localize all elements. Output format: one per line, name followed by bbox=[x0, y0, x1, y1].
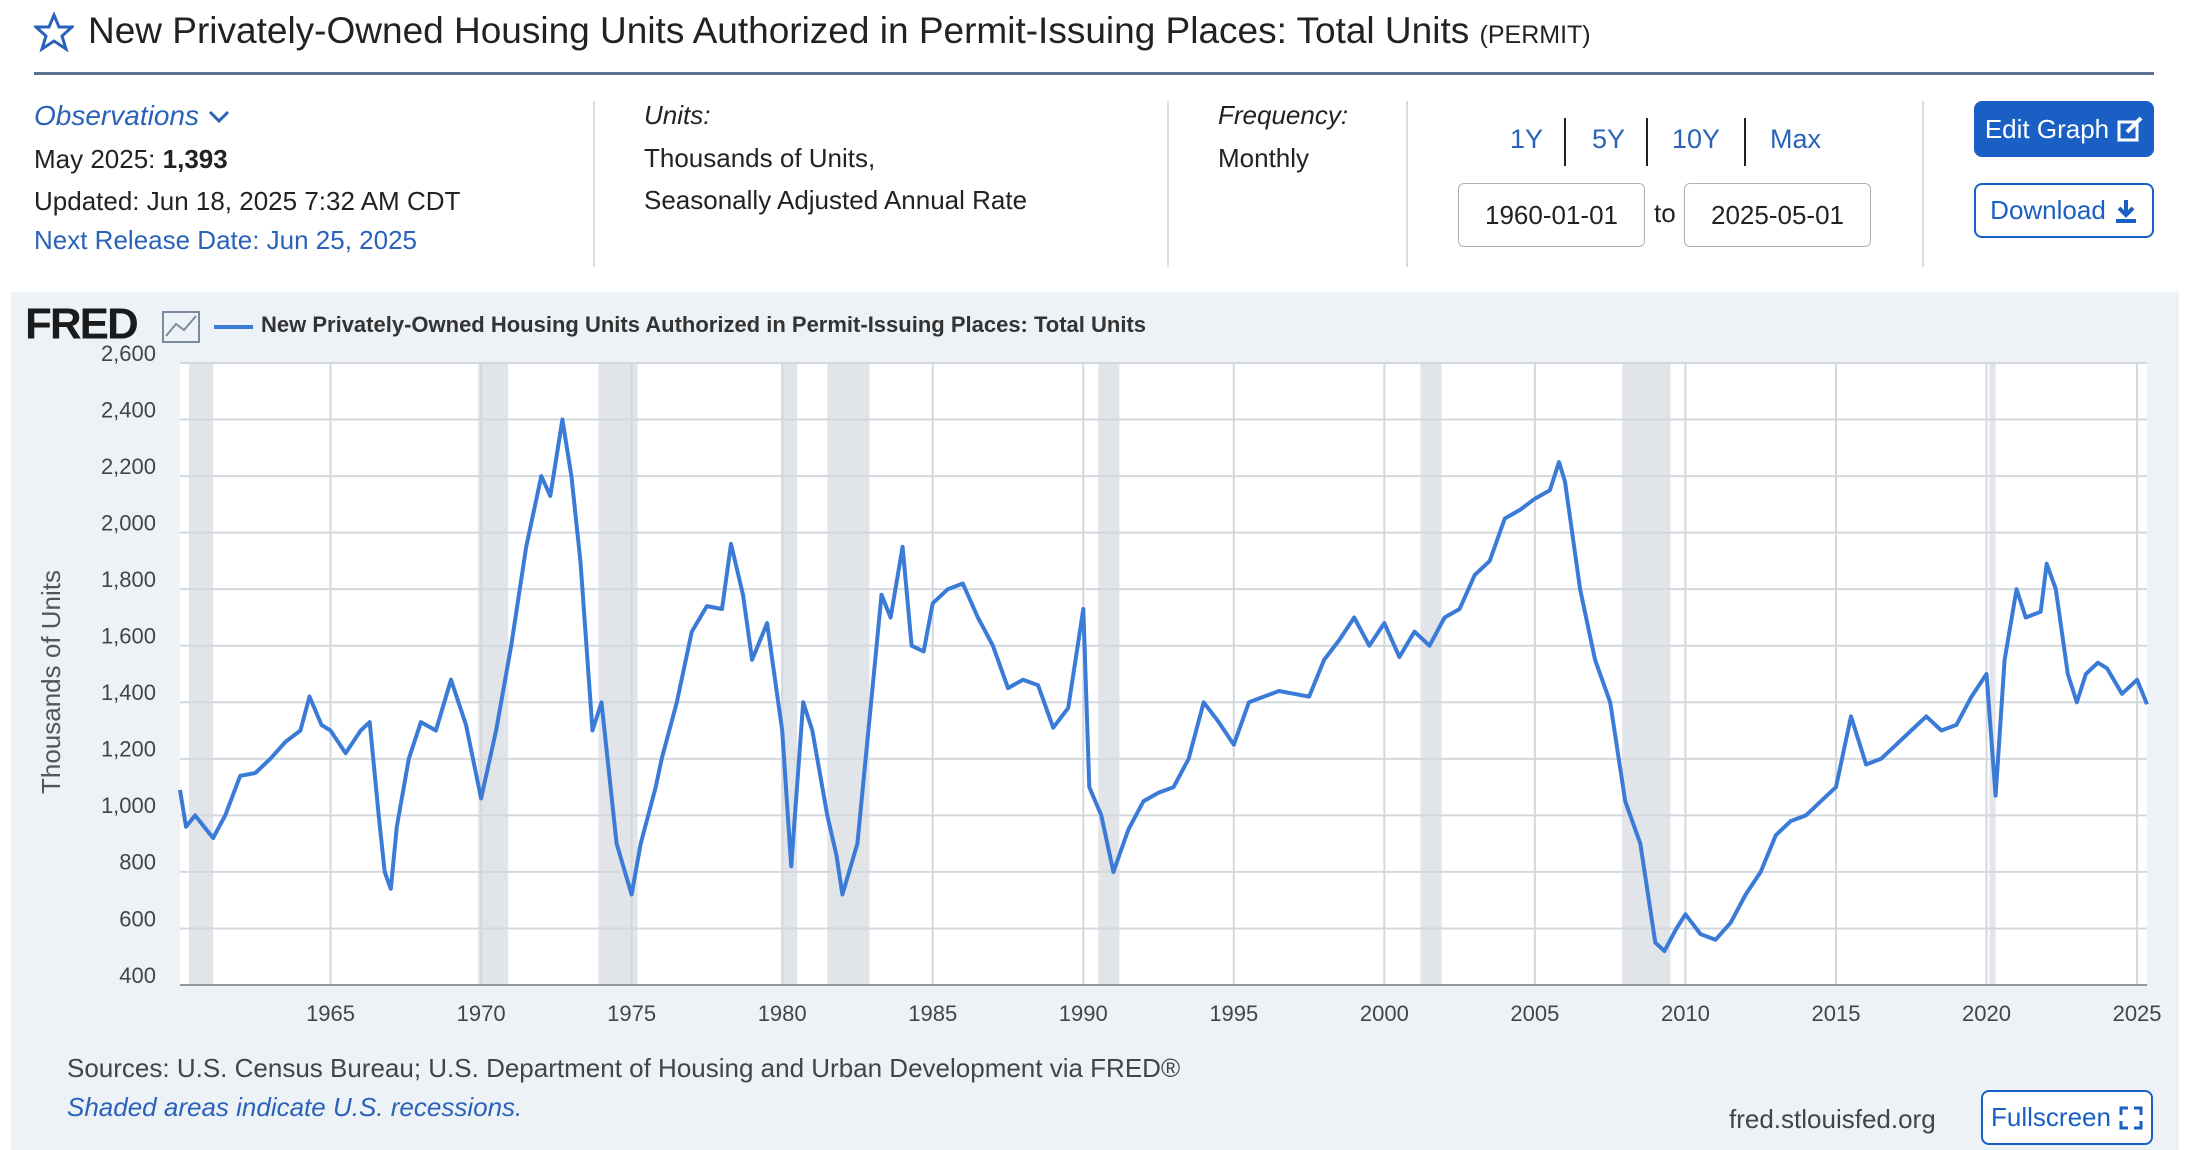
chart-icon bbox=[162, 311, 200, 343]
y-tick-label: 1,000 bbox=[101, 793, 156, 818]
frequency-label: Frequency: bbox=[1218, 100, 1349, 130]
download-label[interactable]: Download bbox=[1990, 195, 2106, 225]
observations-label[interactable]: Observations bbox=[34, 100, 199, 131]
y-tick-label: 1,600 bbox=[101, 624, 156, 649]
fred-logo: FRED bbox=[25, 300, 137, 349]
x-tick-label: 1965 bbox=[306, 1001, 355, 1026]
range-divider bbox=[1646, 118, 1648, 166]
units-line: Thousands of Units, bbox=[644, 143, 876, 173]
end-date[interactable]: 2025-05-01 bbox=[1684, 183, 1871, 247]
fullscreen-label[interactable]: Fullscreen bbox=[1991, 1102, 2111, 1132]
download-icon bbox=[2115, 199, 2136, 223]
separator bbox=[1406, 101, 1408, 267]
next-release[interactable]: Next Release Date: Jun 25, 2025 bbox=[34, 225, 418, 255]
y-tick-label: 2,600 bbox=[101, 341, 156, 366]
range-button[interactable]: 10Y bbox=[1672, 124, 1721, 154]
latest-value: 1,393 bbox=[162, 144, 228, 174]
units-line: Seasonally Adjusted Annual Rate bbox=[644, 185, 1028, 215]
y-tick-label: 2,200 bbox=[101, 454, 156, 479]
y-tick-label: 800 bbox=[119, 850, 156, 875]
edit-graph-button[interactable]: Edit Graph bbox=[1974, 101, 2154, 157]
fullscreen-button[interactable]: Fullscreen bbox=[1981, 1090, 2153, 1145]
y-tick-label: 1,200 bbox=[101, 737, 156, 762]
title: New Privately-Owned Housing Units Author… bbox=[88, 10, 1470, 51]
x-tick-label: 1980 bbox=[758, 1001, 807, 1026]
x-tick-label: 2005 bbox=[1510, 1001, 1559, 1026]
latest: May 2025: 1,393 bbox=[34, 144, 228, 175]
series-line bbox=[178, 417, 2149, 954]
x-tick-label: 2010 bbox=[1661, 1001, 1710, 1026]
title-rule bbox=[34, 72, 2154, 75]
recession-band bbox=[1420, 363, 1442, 985]
edit-icon bbox=[2117, 116, 2143, 142]
fullscreen-icon bbox=[2119, 1106, 2143, 1129]
frequency-value: Monthly bbox=[1218, 143, 1310, 173]
x-tick-label: 1995 bbox=[1209, 1001, 1258, 1026]
units-label: Units: bbox=[644, 100, 711, 130]
x-tick-label: 1970 bbox=[457, 1001, 506, 1026]
y-axis-label: Thousands of Units bbox=[36, 570, 66, 794]
range-button[interactable]: 5Y bbox=[1592, 124, 1626, 154]
y-tick-label: 1,800 bbox=[101, 567, 156, 592]
x-tick-label: 1990 bbox=[1059, 1001, 1108, 1026]
download-button[interactable]: Download bbox=[1974, 183, 2154, 238]
sources: Sources: U.S. Census Bureau; U.S. Depart… bbox=[67, 1053, 1180, 1083]
recession-band bbox=[782, 363, 798, 985]
x-tick-label: 1975 bbox=[607, 1001, 656, 1026]
x-tick-label: 2015 bbox=[1812, 1001, 1861, 1026]
y-tick-label: 600 bbox=[119, 906, 156, 931]
latest-label: May 2025: bbox=[34, 144, 156, 174]
x-tick-label: 2000 bbox=[1360, 1001, 1409, 1026]
to-label: to bbox=[1654, 198, 1676, 228]
x-tick-label: 2020 bbox=[1962, 1001, 2011, 1026]
series-id: (PERMIT) bbox=[1479, 21, 1591, 49]
range-button[interactable]: Max bbox=[1770, 124, 1822, 154]
y-tick-label: 2,000 bbox=[101, 510, 156, 535]
recession-band bbox=[1989, 363, 1996, 985]
star-icon[interactable] bbox=[34, 12, 74, 52]
y-tick-label: 1,400 bbox=[101, 680, 156, 705]
separator bbox=[1922, 101, 1924, 267]
site-url: fred.stlouisfed.org bbox=[1729, 1104, 1936, 1134]
observations-toggle[interactable]: Observations bbox=[34, 100, 231, 132]
updated: Updated: Jun 18, 2025 7:32 AM CDT bbox=[34, 186, 461, 216]
x-tick-label: 2025 bbox=[2113, 1001, 2162, 1026]
recession-note: Shaded areas indicate U.S. recessions. bbox=[67, 1092, 522, 1122]
y-tick-label: 2,400 bbox=[101, 397, 156, 422]
start-date[interactable]: 1960-01-01 bbox=[1458, 183, 1645, 247]
range-divider bbox=[1564, 118, 1566, 166]
range-divider bbox=[1744, 118, 1746, 166]
range-button[interactable]: 1Y bbox=[1510, 124, 1544, 154]
edit-graph-label[interactable]: Edit Graph bbox=[1984, 113, 2110, 144]
chevron bbox=[208, 110, 229, 124]
title-wrap: New Privately-Owned Housing Units Author… bbox=[88, 10, 1591, 52]
separator bbox=[1167, 101, 1169, 267]
separator bbox=[593, 101, 595, 267]
plot-bg bbox=[180, 363, 2147, 985]
recession-band bbox=[478, 363, 509, 985]
y-tick-label: 400 bbox=[119, 963, 156, 988]
recession-band bbox=[827, 363, 870, 985]
legend-label: New Privately-Owned Housing Units Author… bbox=[261, 312, 1146, 337]
recession-band bbox=[189, 363, 214, 985]
recession-band bbox=[1098, 363, 1120, 985]
x-tick-label: 1985 bbox=[908, 1001, 957, 1026]
